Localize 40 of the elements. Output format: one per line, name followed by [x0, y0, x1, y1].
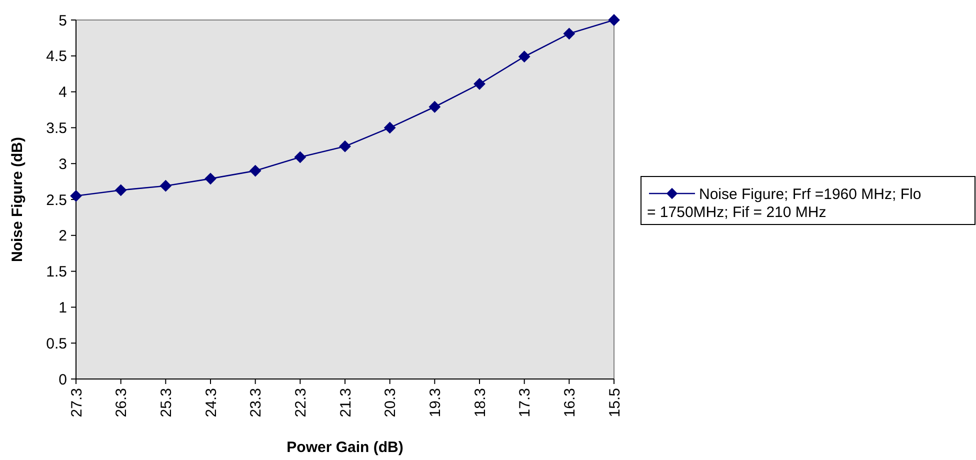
y-tick-label: 0: [58, 371, 67, 388]
y-tick-label: 0.5: [46, 335, 67, 352]
y-axis-title: Noise Figure (dB): [9, 136, 26, 262]
point: [249, 164, 262, 177]
y-tick-label: 2: [58, 228, 67, 245]
x-tick-label: 19.3: [426, 388, 444, 418]
point: [114, 184, 127, 196]
y-tick-label: 3: [58, 156, 67, 173]
x-tick-label: 16.3: [561, 388, 578, 418]
x-tick-label: 27.3: [68, 388, 86, 418]
point: [294, 151, 306, 164]
point: [518, 50, 530, 63]
point: [204, 172, 216, 185]
x-tick-label: 18.3: [472, 388, 489, 418]
y-tick-label: 1: [58, 299, 67, 316]
x-tick-label: 22.3: [292, 388, 310, 418]
x-axis-title: Power Gain (dB): [286, 439, 404, 456]
legend-label: Noise Figure; Frf =1960 MHz; Flo = 1750MHz; Fif = 210 MHz: [647, 186, 922, 221]
x-tick-label: 21.3: [337, 388, 354, 418]
point: [608, 14, 620, 26]
y-tick-label: 1.5: [46, 264, 67, 281]
point: [563, 28, 576, 40]
point: [384, 122, 396, 134]
x-tick-label: 24.3: [202, 388, 220, 418]
x-tick-label: 20.3: [382, 388, 400, 418]
point: [160, 180, 172, 192]
y-tick-label: 3.5: [46, 120, 67, 137]
x-tick-label: 26.3: [113, 388, 130, 418]
y-tick-label: 4: [58, 84, 67, 102]
point: [339, 140, 351, 152]
point: [474, 78, 486, 90]
y-tick-label: 2.5: [46, 192, 67, 209]
point: [428, 100, 441, 113]
y-tick-label: 4.5: [46, 48, 67, 66]
point: [70, 190, 82, 202]
x-tick-label: 17.3: [516, 388, 534, 418]
x-tick-label: 25.3: [158, 388, 175, 418]
x-tick-label: 15.5: [606, 388, 624, 418]
y-tick-label: 5: [58, 12, 67, 30]
x-tick-label: 23.3: [248, 388, 265, 418]
